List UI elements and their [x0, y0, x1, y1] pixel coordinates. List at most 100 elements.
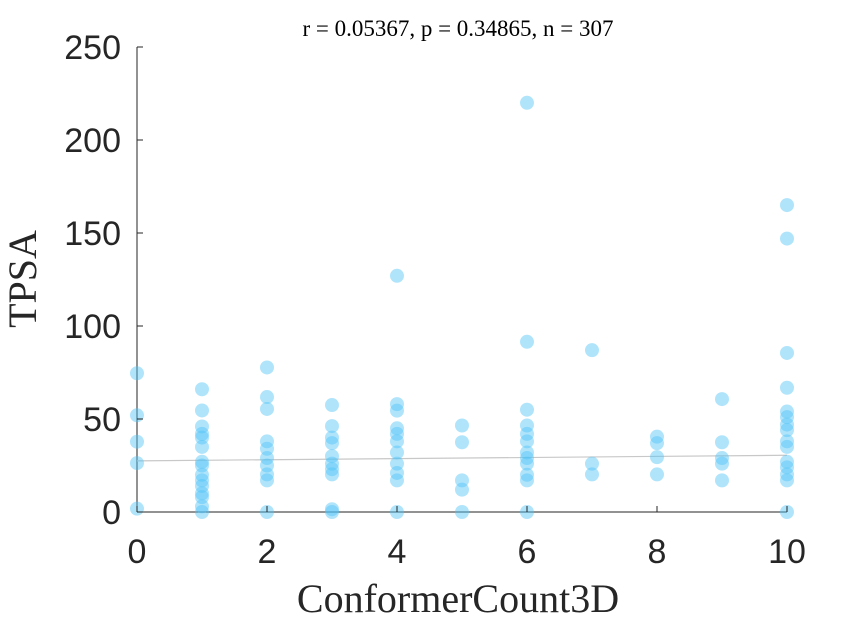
data-point [780, 410, 794, 425]
data-point [715, 451, 729, 466]
trend-line [136, 454, 788, 462]
data-point [520, 473, 534, 488]
data-point [390, 445, 404, 460]
data-point [780, 404, 794, 419]
data-point [195, 486, 209, 501]
data-point [260, 467, 274, 482]
data-point [780, 380, 794, 395]
data-point [780, 454, 794, 469]
data-point [195, 419, 209, 434]
data-point [650, 429, 664, 444]
data-point [780, 434, 794, 449]
data-point [325, 449, 339, 464]
x-ticks: 0 2 4 6 8 10 [128, 506, 806, 571]
y-tick-label: 150 [64, 215, 121, 253]
data-point [715, 473, 729, 488]
data-point [260, 441, 274, 456]
data-point [195, 505, 209, 519]
points-layer [130, 95, 794, 519]
data-point [520, 467, 534, 482]
y-tick-label: 100 [64, 308, 121, 346]
data-point [195, 490, 209, 505]
data-point [195, 426, 209, 441]
data-point [520, 418, 534, 433]
data-point [650, 436, 664, 451]
data-point [780, 467, 794, 482]
data-point [455, 482, 469, 497]
data-point [455, 418, 469, 433]
data-point [195, 478, 209, 493]
data-point [780, 473, 794, 488]
data-point [130, 456, 144, 471]
x-tick-label: 10 [768, 533, 806, 571]
data-point [260, 401, 274, 416]
data-point [325, 430, 339, 445]
x-tick-label: 6 [518, 533, 537, 571]
data-point [520, 445, 534, 460]
data-point [520, 426, 534, 441]
data-point [195, 439, 209, 454]
data-point [585, 343, 599, 358]
data-point [130, 366, 144, 381]
data-point [130, 408, 144, 423]
y-tick-label: 50 [83, 401, 121, 439]
data-point [780, 198, 794, 213]
data-point [780, 417, 794, 432]
data-point [520, 95, 534, 110]
data-point [130, 434, 144, 449]
data-point [390, 268, 404, 283]
data-point [715, 392, 729, 407]
data-point [780, 423, 794, 438]
x-tick-label: 4 [388, 533, 407, 571]
data-point [325, 505, 339, 519]
data-point [650, 467, 664, 482]
data-point [715, 456, 729, 471]
data-point [390, 473, 404, 488]
data-point [455, 435, 469, 450]
data-point [260, 473, 274, 488]
data-point [585, 467, 599, 482]
trend-layer [136, 454, 788, 462]
x-axis-title: ConformerCount3D [297, 576, 619, 621]
y-axis-title: TPSA [0, 230, 45, 328]
y-tick-label: 0 [102, 494, 121, 532]
data-point [650, 450, 664, 465]
data-point [520, 402, 534, 417]
data-point [780, 439, 794, 454]
data-point [390, 426, 404, 441]
data-point [260, 434, 274, 449]
data-point [520, 456, 534, 471]
data-point [325, 436, 339, 451]
data-point [325, 398, 339, 413]
data-point [520, 451, 534, 466]
data-point [325, 456, 339, 471]
data-point [260, 360, 274, 375]
data-point [585, 456, 599, 471]
data-point [195, 430, 209, 445]
data-point [325, 467, 339, 482]
data-point [390, 465, 404, 480]
data-point [390, 434, 404, 449]
data-point [390, 456, 404, 471]
data-point [520, 334, 534, 349]
data-point [195, 473, 209, 488]
chart-title: r = 0.05367, p = 0.34865, n = 307 [302, 16, 613, 41]
data-point [325, 502, 339, 517]
data-point [780, 460, 794, 475]
data-point [195, 499, 209, 514]
data-point [520, 434, 534, 449]
axes [136, 47, 787, 513]
data-point [780, 345, 794, 360]
data-point [455, 473, 469, 488]
x-tick-label: 2 [258, 533, 277, 571]
data-point [325, 419, 339, 434]
data-point [195, 382, 209, 397]
data-point [780, 231, 794, 246]
y-tick-label: 250 [64, 29, 121, 67]
y-tick-label: 200 [64, 122, 121, 160]
data-point [260, 458, 274, 473]
data-point [195, 403, 209, 418]
data-point [195, 458, 209, 473]
data-point [455, 505, 469, 519]
